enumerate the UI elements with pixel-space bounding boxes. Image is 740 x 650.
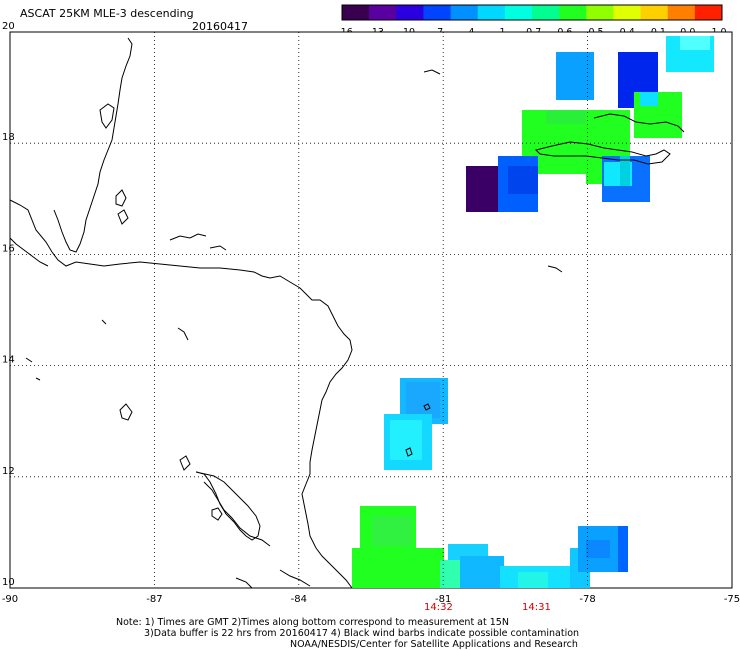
longitude-tick-label: -81 — [435, 594, 451, 605]
lake-nicaragua — [195, 471, 261, 541]
coastline-nicaragua-lake — [203, 481, 271, 547]
colorbar-swatch — [613, 5, 642, 20]
figure-date: 20160417 — [192, 20, 248, 33]
island — [117, 209, 129, 225]
colorbar-swatch — [423, 5, 452, 20]
coastlines — [9, 37, 685, 589]
island — [35, 377, 41, 381]
data-block — [680, 36, 710, 50]
latitude-tick-label: 10 — [2, 577, 15, 588]
note-line-1: Note: 1) Times are GMT 2)Times along bot… — [116, 617, 509, 628]
time-label-right: 14:31 — [522, 602, 551, 613]
coastline-cuba-east — [593, 113, 685, 133]
coastline-central-america — [9, 199, 353, 589]
longitude-tick-label: -87 — [146, 594, 162, 605]
data-block — [440, 560, 460, 588]
coastline — [235, 577, 253, 589]
data-block — [406, 382, 440, 418]
data-block — [372, 516, 412, 546]
data-block — [460, 556, 504, 588]
longitude-tick-label: -84 — [291, 594, 307, 605]
island — [423, 69, 441, 75]
map-area — [9, 31, 733, 589]
colorbar-swatch — [396, 5, 424, 20]
latitude-tick-label: 18 — [2, 132, 15, 143]
island — [423, 403, 431, 411]
figure-title: ASCAT 25KM MLE-3 descending — [20, 7, 194, 20]
scatterometer-swaths — [352, 36, 714, 588]
data-block — [640, 92, 658, 106]
longitude-labels: -90 -87 -84 -81 -78 -75 — [2, 594, 740, 605]
data-block — [390, 420, 422, 460]
latitude-labels: 20 18 16 14 12 10 — [2, 21, 15, 588]
time-label-left: 14:32 — [424, 602, 453, 613]
data-block — [546, 110, 586, 124]
lake-island — [211, 507, 223, 521]
island — [25, 357, 33, 363]
data-block — [556, 52, 594, 100]
island — [119, 403, 133, 421]
colorbar-swatch — [667, 5, 696, 20]
longitude-tick-label: -90 — [2, 594, 18, 605]
coastline-cuba-west — [53, 37, 133, 253]
data-block — [618, 526, 628, 572]
longitude-tick-label: -75 — [724, 594, 740, 605]
latitude-tick-label: 14 — [2, 355, 15, 366]
island — [405, 447, 413, 457]
island — [99, 103, 115, 129]
data-block — [352, 548, 444, 588]
island — [177, 327, 189, 341]
coastline-yucatan — [9, 237, 49, 267]
colorbar-swatch — [586, 5, 614, 20]
colorbar-swatch — [369, 5, 397, 20]
latitude-tick-label: 12 — [2, 466, 15, 477]
colorbar-swatch — [694, 5, 723, 20]
island-chain — [209, 245, 227, 251]
data-block — [586, 540, 610, 558]
latitude-tick-label: 20 — [2, 21, 15, 32]
colorbar-swatch — [532, 5, 560, 20]
colorbar-swatch — [342, 5, 370, 20]
coastline-jamaica — [535, 141, 671, 165]
colorbar-swatch — [640, 5, 669, 20]
lat-lon-grid — [10, 32, 732, 588]
data-block — [518, 572, 548, 588]
island — [101, 319, 107, 325]
colorbar-swatch — [504, 5, 533, 20]
island — [179, 455, 191, 471]
data-block — [508, 166, 538, 194]
note-line-2: 3)Data buffer is 22 hrs from 20160417 4)… — [144, 628, 579, 639]
coastline-costa-rica — [279, 569, 311, 587]
colorbar-swatch — [477, 5, 506, 20]
island-chain — [169, 233, 207, 241]
note-line-3: NOAA/NESDIS/Center for Satellite Applica… — [290, 639, 578, 650]
island — [547, 265, 563, 273]
colorbar-frame — [341, 4, 723, 21]
latitude-tick-label: 16 — [2, 243, 15, 254]
colorbar-swatch — [559, 5, 587, 20]
longitude-tick-label: -78 — [579, 594, 595, 605]
colorbar-swatch — [450, 5, 479, 20]
data-block — [620, 156, 630, 186]
island — [115, 189, 127, 207]
